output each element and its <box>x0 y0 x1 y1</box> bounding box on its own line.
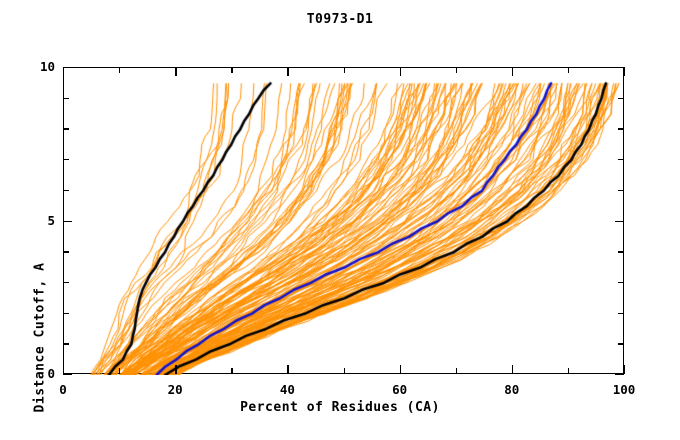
y-tick-0 <box>63 374 72 376</box>
x-tick-label-0: 0 <box>59 382 67 397</box>
x-tick-top-40 <box>287 67 289 76</box>
x-tick-90 <box>567 368 570 374</box>
page-title: T0973-D1 <box>306 12 374 27</box>
y-tick-1 <box>63 343 69 345</box>
x-tick-top-0 <box>63 67 65 76</box>
y-axis-label: Distance Cutoff, A <box>32 262 48 413</box>
x-tick-60 <box>399 365 401 374</box>
y-tick-right-5 <box>615 220 624 222</box>
x-tick-top-10 <box>119 67 121 73</box>
x-tick-80 <box>511 365 514 374</box>
y-tick-10 <box>63 67 72 69</box>
y-tick-right-7 <box>618 159 624 161</box>
y-tick-right-4 <box>618 251 624 253</box>
y-tick-right-2 <box>618 312 624 314</box>
x-tick-top-20 <box>175 67 177 76</box>
y-tick-label-5: 5 <box>47 212 55 228</box>
x-tick-label-20: 20 <box>167 382 183 397</box>
y-tick-right-1 <box>618 343 624 345</box>
x-tick-0 <box>63 365 65 374</box>
x-tick-top-90 <box>567 67 570 73</box>
x-tick-30 <box>231 368 233 374</box>
x-tick-70 <box>455 368 458 374</box>
x-tick-20 <box>175 365 177 374</box>
x-tick-50 <box>343 368 345 374</box>
y-tick-right-10 <box>615 67 624 69</box>
y-tick-label-0: 0 <box>47 366 55 381</box>
x-tick-40 <box>287 365 289 374</box>
x-tick-label-40: 40 <box>279 382 295 397</box>
x-tick-top-50 <box>343 67 345 73</box>
plot-area <box>63 67 625 375</box>
y-tick-3 <box>63 281 69 284</box>
y-tick-right-9 <box>618 97 624 100</box>
y-tick-5 <box>63 220 72 222</box>
y-tick-right-8 <box>618 128 624 130</box>
y-tick-right-3 <box>618 281 624 284</box>
y-tick-4 <box>63 251 69 253</box>
chart-canvas <box>64 68 625 375</box>
x-tick-top-30 <box>231 67 233 73</box>
x-tick-10 <box>119 368 121 374</box>
y-tick-6 <box>63 189 69 192</box>
y-tick-8 <box>63 128 69 130</box>
x-tick-label-60: 60 <box>392 382 408 397</box>
x-tick-top-70 <box>455 67 458 73</box>
y-tick-right-6 <box>618 189 624 192</box>
y-tick-7 <box>63 159 69 161</box>
x-tick-100 <box>624 365 626 374</box>
y-tick-label-10: 10 <box>39 59 55 74</box>
x-tick-top-100 <box>624 67 626 76</box>
y-axis-label-wrap: Distance Cutoff, A <box>22 120 48 413</box>
x-tick-top-80 <box>511 67 514 76</box>
y-tick-2 <box>63 312 69 314</box>
x-tick-top-60 <box>399 67 401 76</box>
x-tick-label-80: 80 <box>504 382 520 397</box>
y-tick-right-0 <box>615 374 624 376</box>
x-tick-label-100: 100 <box>612 382 636 397</box>
y-tick-9 <box>63 97 69 100</box>
x-axis-label: Percent of Residues (CA) <box>240 400 440 415</box>
